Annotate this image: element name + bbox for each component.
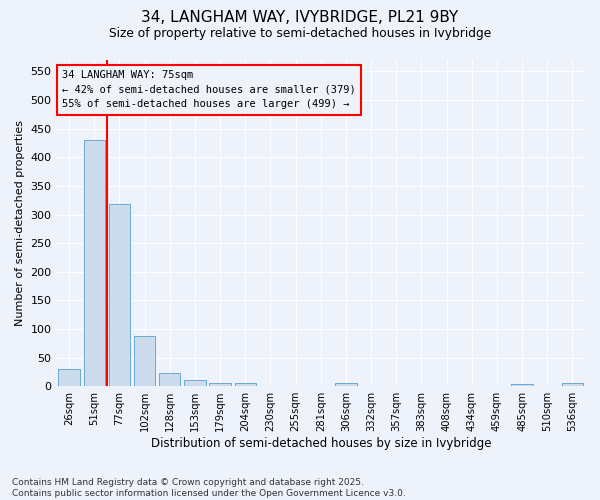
Text: Contains HM Land Registry data © Crown copyright and database right 2025.
Contai: Contains HM Land Registry data © Crown c…: [12, 478, 406, 498]
Bar: [511, 384, 533, 386]
Bar: [562, 384, 583, 386]
Text: 34, LANGHAM WAY, IVYBRIDGE, PL21 9BY: 34, LANGHAM WAY, IVYBRIDGE, PL21 9BY: [142, 10, 458, 25]
Bar: [235, 384, 256, 386]
Text: 34 LANGHAM WAY: 75sqm
← 42% of semi-detached houses are smaller (379)
55% of sem: 34 LANGHAM WAY: 75sqm ← 42% of semi-deta…: [62, 70, 356, 110]
Bar: [83, 140, 105, 386]
Bar: [159, 373, 181, 386]
Bar: [184, 380, 206, 386]
Y-axis label: Number of semi-detached properties: Number of semi-detached properties: [15, 120, 25, 326]
Bar: [58, 369, 80, 386]
Bar: [134, 336, 155, 386]
Bar: [109, 204, 130, 386]
Text: Size of property relative to semi-detached houses in Ivybridge: Size of property relative to semi-detach…: [109, 28, 491, 40]
X-axis label: Distribution of semi-detached houses by size in Ivybridge: Distribution of semi-detached houses by …: [151, 437, 491, 450]
Bar: [335, 384, 356, 386]
Bar: [209, 383, 231, 386]
